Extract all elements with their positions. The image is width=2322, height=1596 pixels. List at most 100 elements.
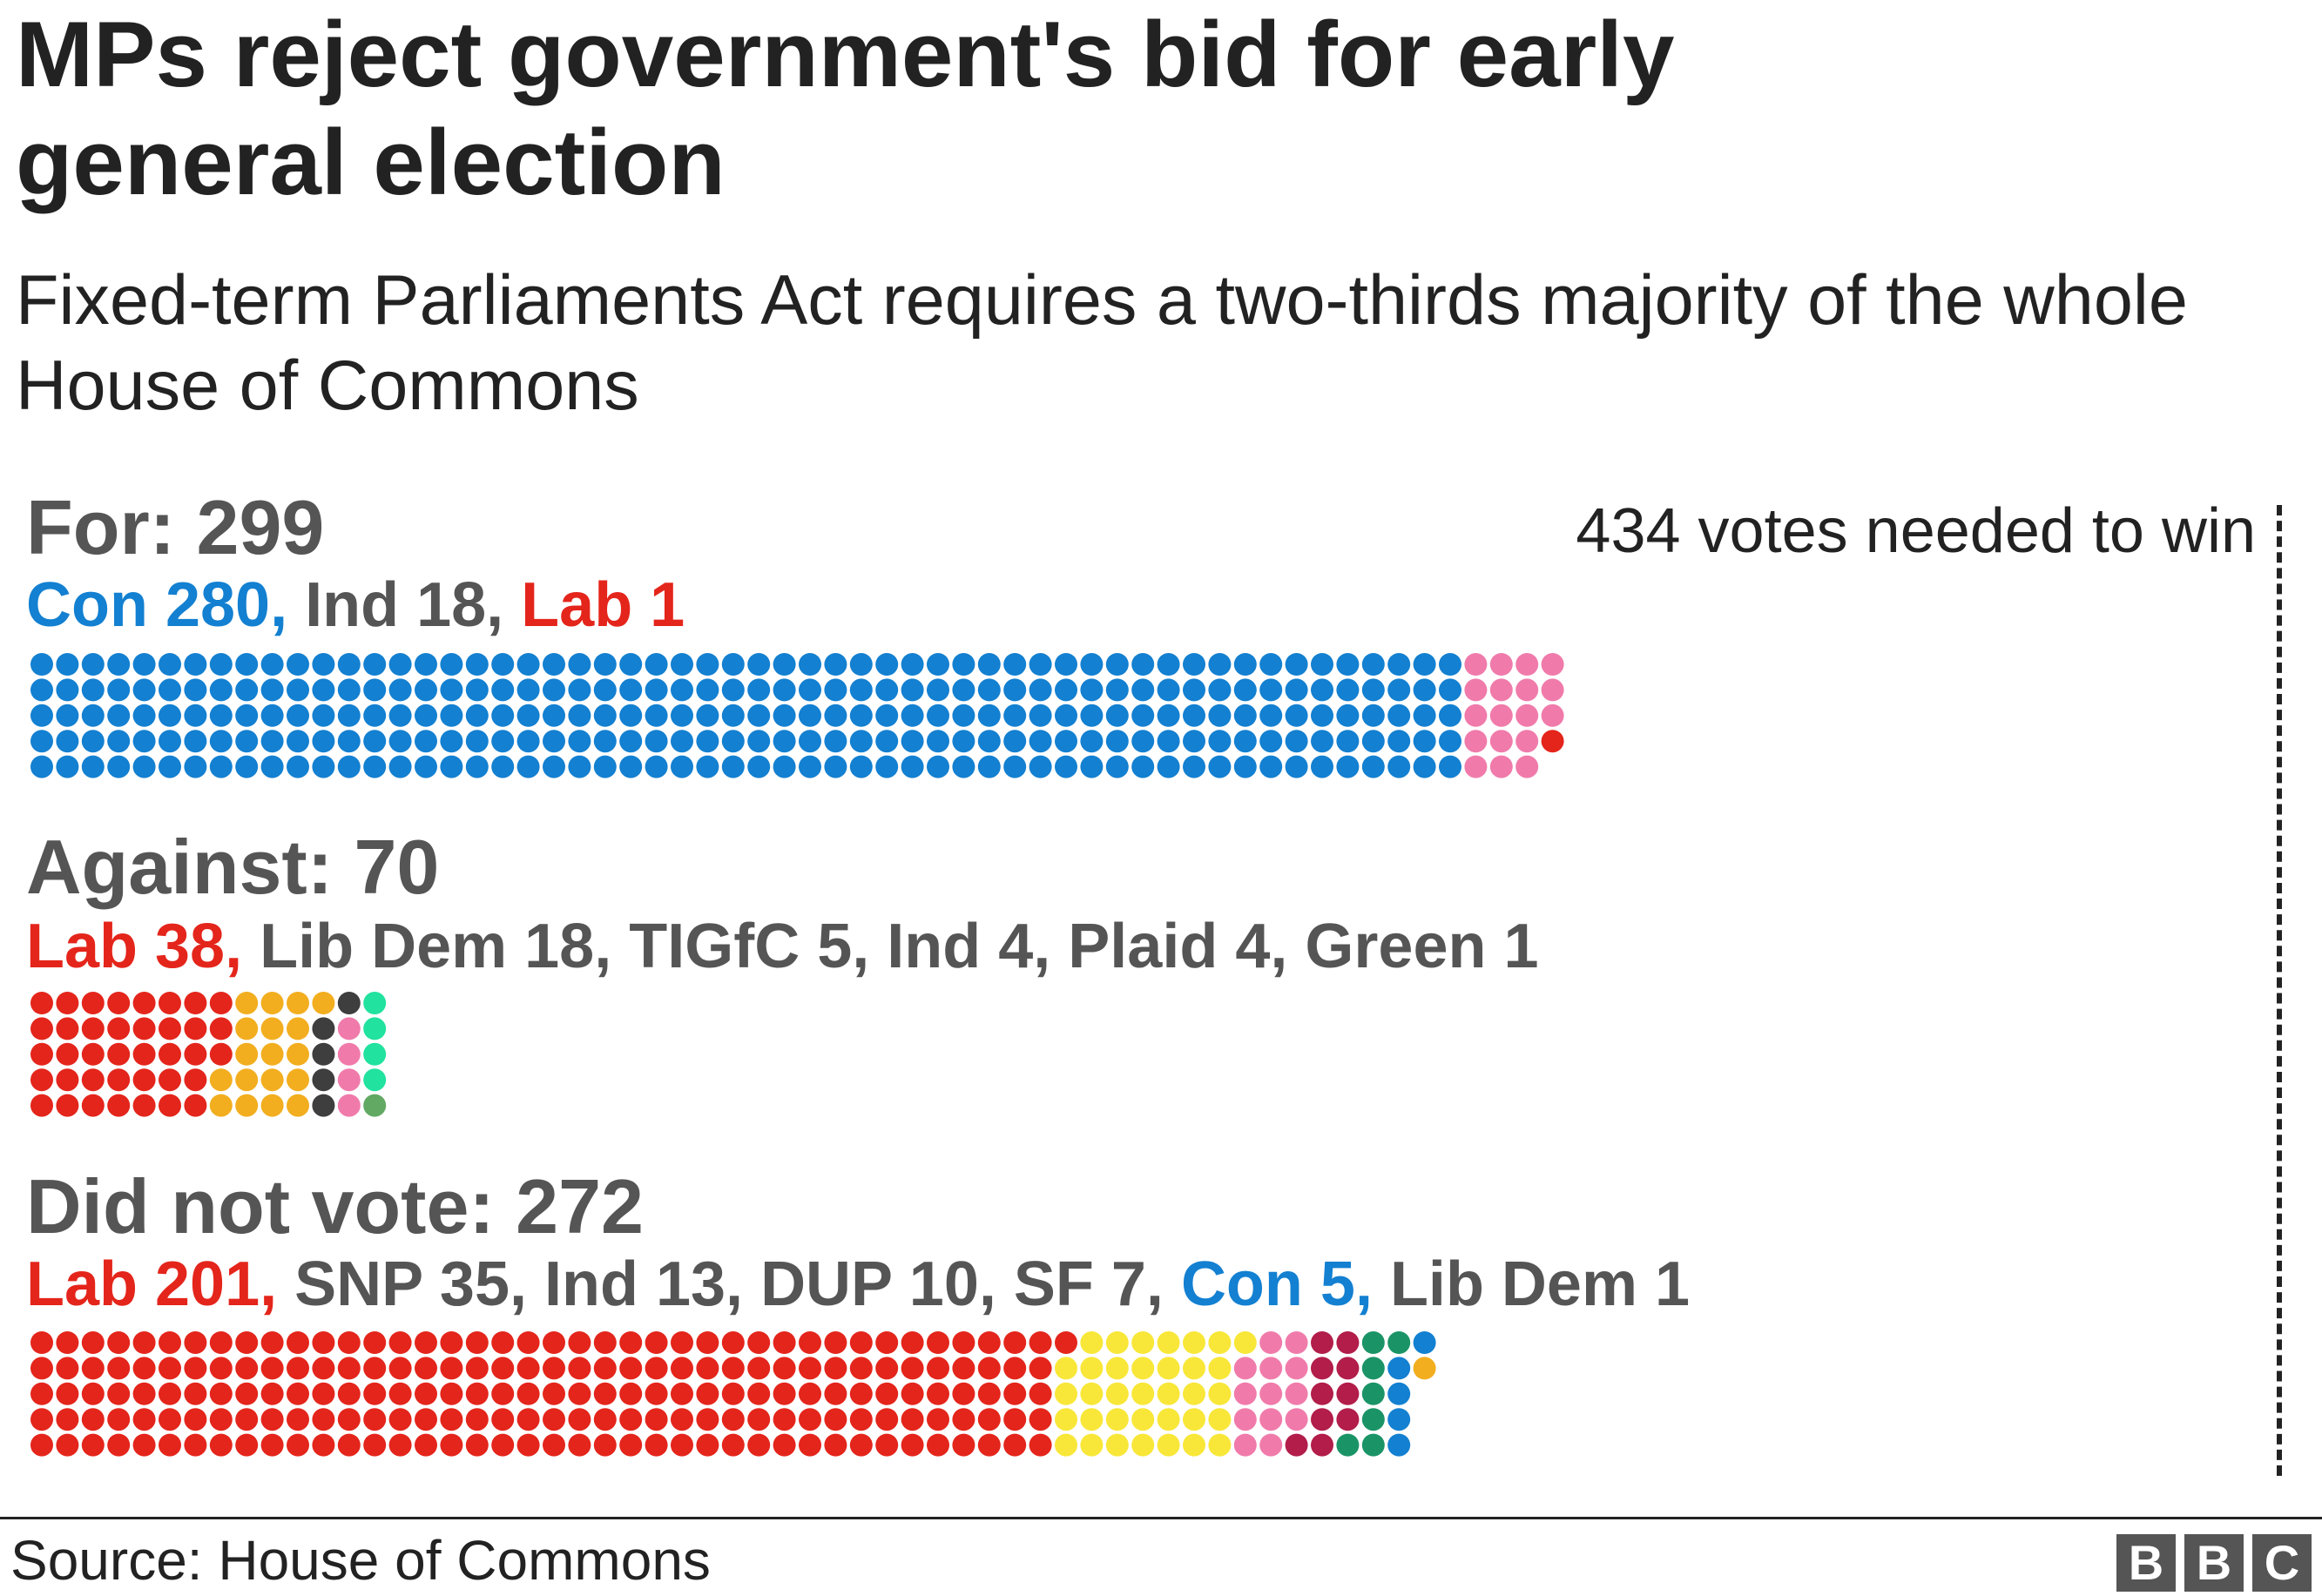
mp-dot [312, 704, 335, 727]
mp-dot [1285, 653, 1308, 676]
mp-dot [773, 678, 796, 702]
mp-dot [1157, 653, 1180, 676]
mp-dot [388, 755, 412, 778]
mp-dot [645, 1382, 668, 1405]
mp-dot [159, 755, 181, 778]
mp-dot [747, 678, 771, 702]
mp-dot [209, 1382, 233, 1405]
mp-dot [465, 704, 489, 727]
mp-dot [1361, 1382, 1385, 1405]
mp-dot [287, 1357, 309, 1380]
mp-dot [337, 1042, 361, 1066]
mp-dot [1029, 1408, 1052, 1431]
mp-dot [1311, 1331, 1333, 1354]
mp-dot [1311, 1408, 1333, 1431]
mp-dot [849, 730, 873, 753]
mp-dot [1183, 730, 1205, 753]
mp-dot [849, 755, 873, 778]
mp-dot [337, 1382, 361, 1405]
mp-dot [593, 755, 617, 778]
mp-dot [671, 730, 693, 753]
mp-dot [388, 1382, 412, 1405]
mp-dot [184, 1068, 207, 1092]
mp-dot [1208, 1331, 1232, 1354]
mp-dot [81, 992, 105, 1014]
mp-dot [337, 992, 361, 1014]
mp-dot [107, 992, 131, 1014]
mp-dot [1259, 755, 1283, 778]
mp-dot [260, 678, 284, 702]
mp-dot [1259, 730, 1283, 753]
mp-dot [363, 1357, 387, 1380]
mp-dot [849, 653, 873, 676]
mp-dot [1029, 1357, 1052, 1380]
mp-dot [235, 730, 259, 753]
mp-dot [671, 653, 693, 676]
mp-dot [235, 704, 259, 727]
mp-dot [415, 1433, 437, 1457]
mp-dot [1285, 704, 1308, 727]
mp-dot [1285, 1408, 1308, 1431]
mp-dot [671, 1357, 693, 1380]
mp-dot [209, 992, 233, 1014]
mp-dot [1029, 704, 1052, 727]
mp-dot [1233, 1357, 1257, 1380]
mp-dot [901, 704, 924, 727]
mp-dot [388, 1433, 412, 1457]
mp-dot [107, 1094, 131, 1117]
mp-dot [184, 1357, 207, 1380]
mp-dot [1285, 730, 1308, 753]
mp-dot [875, 678, 899, 702]
mp-dot [849, 704, 873, 727]
mp-dot [1464, 704, 1488, 727]
mp-dot [337, 653, 361, 676]
mp-dot [1259, 1331, 1283, 1354]
mp-dot [132, 1068, 156, 1092]
mp-dot [81, 1408, 105, 1431]
mp-dot [491, 1382, 515, 1405]
mp-dot [977, 1382, 1001, 1405]
mp-dot [696, 730, 719, 753]
mp-dot [1055, 1408, 1077, 1431]
mp-dot [235, 992, 259, 1014]
mp-dot [209, 1068, 233, 1092]
mp-dot [1055, 1357, 1077, 1380]
mp-dot [491, 704, 515, 727]
mp-dot [1157, 1408, 1180, 1431]
mp-dot [491, 1433, 515, 1457]
mp-dot [619, 653, 643, 676]
against-heading: Against: 70 [26, 824, 440, 910]
mp-dot [593, 1433, 617, 1457]
mp-dot [568, 704, 591, 727]
mp-dot [184, 1017, 207, 1040]
mp-dot [363, 704, 387, 727]
mp-dot [747, 1408, 771, 1431]
mp-dot [209, 704, 233, 727]
mp-dot [1029, 653, 1052, 676]
mp-dot [1515, 704, 1539, 727]
mp-dot [312, 1017, 335, 1040]
mp-dot [132, 1408, 156, 1431]
mp-dot [875, 704, 899, 727]
mp-dot [824, 1382, 847, 1405]
party-label: Lab 1 [521, 570, 685, 640]
mp-dot [184, 678, 207, 702]
mp-dot [516, 1331, 540, 1354]
mp-dot [132, 1042, 156, 1066]
mp-dot [209, 1331, 233, 1354]
mp-dot [260, 1433, 284, 1457]
mp-dot [363, 730, 387, 753]
mp-dot [81, 1017, 105, 1040]
mp-dot [671, 1433, 693, 1457]
mp-dot [1387, 1331, 1411, 1354]
party-label: Plaid 4, [1068, 912, 1306, 981]
mp-dot [184, 1382, 207, 1405]
mp-dot [875, 730, 899, 753]
mp-dot [1361, 730, 1385, 753]
mp-dot [543, 1357, 565, 1380]
mp-dot [30, 1094, 53, 1117]
mp-dot [516, 1357, 540, 1380]
mp-dot [184, 992, 207, 1014]
mp-dot [159, 730, 181, 753]
mp-dot [927, 755, 949, 778]
